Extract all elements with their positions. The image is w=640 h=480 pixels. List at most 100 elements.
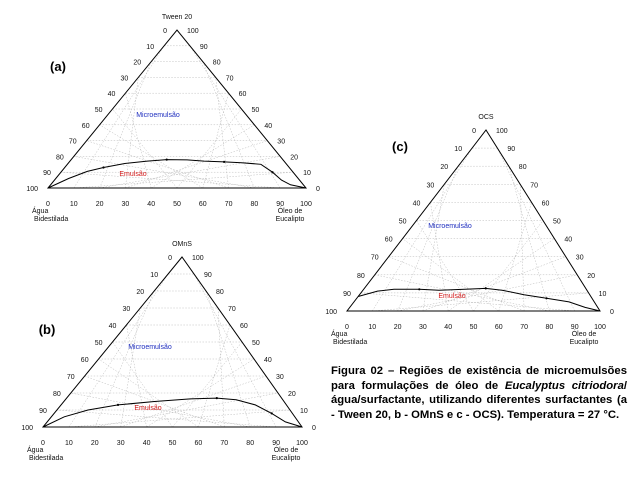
grid-line <box>176 108 242 189</box>
right-vertex-label: Óleo de <box>278 206 303 215</box>
tick-label-bottom: 0 <box>41 440 45 447</box>
tick-label-right: 30 <box>276 374 284 381</box>
grid-line <box>497 147 575 312</box>
tick-label-bottom: 0 <box>46 201 50 208</box>
tick-label-left: 40 <box>108 91 116 98</box>
grid-line <box>172 341 243 428</box>
tick-label-left: 70 <box>371 255 379 262</box>
grid-line <box>473 220 544 312</box>
triangle-frame <box>41 256 303 428</box>
right-vertex-label: Óleo de <box>572 329 597 338</box>
phase-boundary-line <box>357 287 601 312</box>
grid-line <box>125 140 268 189</box>
tick-label-left: 0 <box>168 255 172 262</box>
grid-line <box>388 256 525 312</box>
left-vertex-label: Água <box>331 329 347 338</box>
emulsion-region-label: Emulsão <box>134 405 161 412</box>
tick-label-right: 90 <box>204 272 212 279</box>
grid-line <box>217 307 225 428</box>
grid-line <box>202 93 229 189</box>
tick-label-left: 20 <box>440 164 448 171</box>
tick-label-right: 80 <box>519 164 527 171</box>
tick-label-left: 70 <box>67 374 75 381</box>
emulsion-region-label: Emulsão <box>119 171 146 178</box>
tick-label-left: 100 <box>21 425 33 432</box>
grid-line <box>422 184 445 312</box>
grid-line <box>99 156 281 189</box>
caption-suffix: /água/surfactante, utilizando diferentes… <box>331 379 627 421</box>
tick-label-left: 20 <box>136 289 144 296</box>
grid-line <box>193 273 277 428</box>
tick-label-left: 10 <box>150 272 158 279</box>
tick-label-left: 0 <box>163 28 167 35</box>
tick-label-right: 100 <box>187 28 199 35</box>
grid-line <box>84 375 225 428</box>
tick-label-right: 30 <box>576 255 584 262</box>
tick-label-bottom: 0 <box>345 324 349 331</box>
tick-label-bottom: 70 <box>225 201 233 208</box>
boundary-point <box>484 287 487 290</box>
grid-line <box>112 341 173 428</box>
tick-label-bottom: 90 <box>571 324 579 331</box>
tick-label-left: 60 <box>81 357 89 364</box>
grid-line <box>397 274 578 312</box>
tick-label-bottom: 90 <box>272 440 280 447</box>
boundary-point <box>271 171 274 174</box>
tick-label-left: 30 <box>427 182 435 189</box>
tick-label-left: 50 <box>95 107 103 114</box>
grid-line <box>126 324 147 428</box>
tick-label-bottom: 30 <box>117 440 125 447</box>
boundary-point <box>223 160 226 163</box>
tick-label-bottom: 70 <box>220 440 228 447</box>
tick-label-right: 60 <box>542 200 550 207</box>
left-vertex-label: Bidestilada <box>333 339 367 346</box>
tick-label-bottom: 50 <box>169 440 177 447</box>
right-vertex-label: Eucalipto <box>276 216 305 223</box>
tick-label-bottom: 50 <box>470 324 478 331</box>
tick-label-left: 10 <box>454 146 462 153</box>
top-vertex-label: Tween 20 <box>162 14 192 21</box>
tick-label-bottom: 10 <box>368 324 376 331</box>
tick-label-bottom: 60 <box>495 324 503 331</box>
tick-label-right: 70 <box>226 75 234 82</box>
microemulsion-region-label: Microemulsão <box>428 223 472 230</box>
grid-line <box>86 140 229 189</box>
left-vertex-label: Água <box>27 445 43 454</box>
microemulsion-region-label: Microemulsão <box>136 112 180 119</box>
tick-label-right: 50 <box>553 219 561 226</box>
grid-line <box>372 292 589 312</box>
tick-label-bottom: 100 <box>296 440 308 447</box>
tick-labels: 0 0 0 10 10 10 20 20 20 30 30 30 40 40 40 50 50 50 60 60 60 7… <box>325 128 614 331</box>
panel-label: (a) <box>50 59 66 74</box>
tick-label-right: 80 <box>213 60 221 67</box>
tick-label-right: 10 <box>300 408 308 415</box>
tick-label-bottom: 30 <box>122 201 130 208</box>
grid-line <box>56 409 277 428</box>
tick-label-right: 70 <box>530 182 538 189</box>
tick-label-right: 0 <box>610 309 614 316</box>
grid-line <box>68 409 291 428</box>
tick-label-right: 100 <box>496 128 508 135</box>
caption-prefix: Figura 02 – Regiões de existência de mic… <box>331 365 627 392</box>
ternary-chart-c: 0 0 0 10 10 10 20 20 20 30 30 30 40 40 40 50 50 50 60 60 60 7… <box>325 114 614 346</box>
tick-label-bottom: 20 <box>394 324 402 331</box>
tick-label-right: 60 <box>240 323 248 330</box>
boundary-point <box>215 397 218 400</box>
tick-label-right: 30 <box>277 139 285 146</box>
grid-line <box>73 171 294 189</box>
grid-line <box>189 45 281 189</box>
tick-label-right: 10 <box>303 170 311 177</box>
tick-label-left: 100 <box>26 186 38 193</box>
tick-label-right: 90 <box>507 146 515 153</box>
tick-label-bottom: 80 <box>246 440 254 447</box>
tick-label-right: 0 <box>316 186 320 193</box>
tick-label-bottom: 10 <box>70 201 78 208</box>
tick-label-left: 10 <box>146 44 154 51</box>
grid-line <box>519 184 525 312</box>
tick-label-right: 90 <box>200 44 208 51</box>
tick-label-right: 40 <box>264 357 272 364</box>
tick-label-left: 60 <box>82 123 90 130</box>
grid-line <box>112 108 178 189</box>
tick-label-left: 90 <box>343 291 351 298</box>
